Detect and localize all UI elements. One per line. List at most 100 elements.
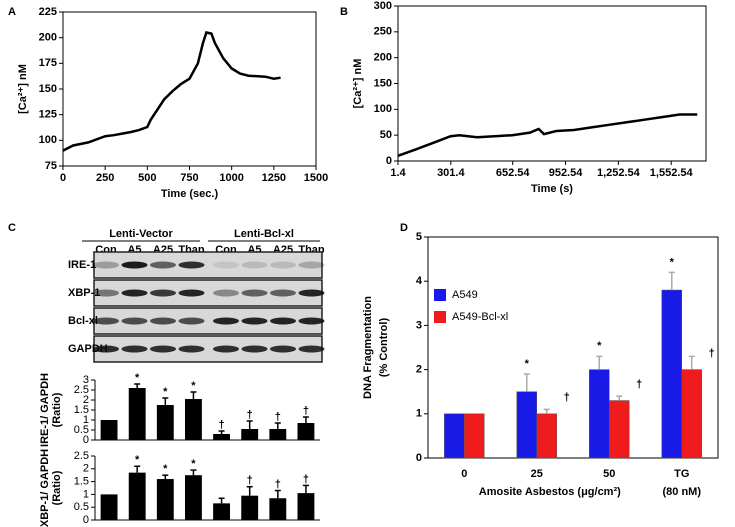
x-axis-label: Time (sec.) bbox=[161, 188, 219, 200]
y-tick-label: 1 bbox=[83, 414, 89, 426]
blot-band bbox=[121, 345, 148, 353]
bar bbox=[297, 423, 315, 440]
y-axis-label: IRE-1/ GAPDH bbox=[39, 373, 51, 447]
legend-swatch bbox=[434, 311, 446, 323]
bar bbox=[464, 413, 485, 459]
blot-band bbox=[270, 261, 296, 269]
bar bbox=[444, 413, 465, 459]
blot-band bbox=[150, 317, 176, 325]
bar bbox=[100, 494, 118, 520]
x-tick-label: 1,552.54 bbox=[650, 167, 694, 179]
blot-group-label: Lenti-Bcl-xl bbox=[234, 228, 294, 240]
y-tick-label: 150 bbox=[39, 83, 57, 95]
blot-band bbox=[270, 289, 296, 297]
y-axis-label: (Ratio) bbox=[51, 470, 63, 505]
y-tick-label: 0 bbox=[386, 155, 392, 167]
bar bbox=[269, 429, 287, 440]
x-axis-label: Time (s) bbox=[531, 183, 573, 195]
x-tick-label: 301.4 bbox=[437, 167, 465, 179]
x-tick-label: 250 bbox=[96, 172, 114, 184]
data-line bbox=[62, 31, 281, 152]
y-axis-label: DNA Fragmentation bbox=[362, 296, 374, 399]
significance-marker: * bbox=[163, 463, 168, 475]
y-tick-label: 5 bbox=[416, 231, 422, 243]
blot-band bbox=[178, 289, 205, 297]
legend-label: A549-Bcl-xl bbox=[452, 311, 508, 323]
significance-marker: † bbox=[636, 378, 642, 390]
x-tick-label: 25 bbox=[531, 468, 543, 480]
y-tick-label: 1.5 bbox=[74, 476, 89, 488]
y-tick-label: 2 bbox=[83, 463, 89, 475]
blot-band bbox=[150, 345, 176, 353]
y-axis-label: XBP-1/ GAPDH bbox=[39, 449, 51, 527]
blot-band bbox=[241, 261, 268, 269]
x-annotation: (80 nM) bbox=[663, 486, 702, 498]
legend-label: A549 bbox=[452, 289, 478, 301]
blot-band bbox=[241, 317, 268, 325]
blot-band bbox=[241, 345, 268, 353]
blot-band bbox=[121, 317, 148, 325]
x-tick-label: 50 bbox=[603, 468, 615, 480]
bar bbox=[100, 420, 118, 440]
y-tick-label: 200 bbox=[39, 32, 57, 44]
bar bbox=[185, 475, 202, 520]
y-axis-label: [Ca²⁺] nM bbox=[352, 59, 364, 109]
blot-band bbox=[298, 317, 325, 325]
blot-band bbox=[93, 261, 119, 269]
y-tick-label: 100 bbox=[39, 134, 57, 146]
blot-band bbox=[150, 261, 176, 269]
y-tick-label: 3 bbox=[83, 374, 89, 386]
significance-marker: † bbox=[303, 473, 309, 485]
bar bbox=[516, 391, 537, 459]
x-tick-label: TG bbox=[674, 468, 689, 480]
significance-marker: † bbox=[564, 392, 570, 404]
blot-band bbox=[298, 289, 325, 297]
significance-marker: * bbox=[525, 358, 530, 370]
blot-band bbox=[93, 317, 119, 325]
panel-label: A bbox=[8, 6, 16, 18]
significance-marker: † bbox=[219, 419, 225, 431]
data-line bbox=[397, 113, 698, 157]
y-tick-label: 200 bbox=[374, 52, 392, 64]
bar bbox=[661, 289, 682, 459]
y-tick-label: 0 bbox=[83, 514, 89, 526]
significance-marker: † bbox=[275, 411, 281, 423]
significance-marker: * bbox=[135, 454, 140, 466]
y-tick-label: 100 bbox=[374, 103, 392, 115]
blot-band bbox=[213, 289, 239, 297]
blot-row-label: IRE-1 bbox=[68, 259, 96, 271]
x-tick-label: 1.4 bbox=[390, 167, 406, 179]
y-axis-label: (% Control) bbox=[378, 318, 390, 378]
x-tick-label: 952.54 bbox=[549, 167, 584, 179]
x-tick-label: 500 bbox=[138, 172, 156, 184]
legend-swatch bbox=[434, 289, 446, 301]
blot-row-label: XBP-1 bbox=[68, 287, 100, 299]
blot-band bbox=[270, 317, 296, 325]
blot-band bbox=[93, 289, 119, 297]
y-tick-label: 0 bbox=[83, 434, 89, 446]
x-tick-label: 0 bbox=[461, 468, 467, 480]
panel-label: C bbox=[8, 222, 16, 234]
y-tick-label: 2.5 bbox=[74, 450, 89, 462]
y-tick-label: 150 bbox=[374, 77, 392, 89]
x-tick-label: 1000 bbox=[219, 172, 243, 184]
significance-marker: † bbox=[303, 405, 309, 417]
blot-band bbox=[150, 289, 176, 297]
x-axis-label: Amosite Asbestos (μg/cm²) bbox=[479, 486, 621, 498]
y-tick-label: 1 bbox=[83, 488, 89, 500]
significance-marker: * bbox=[597, 340, 602, 352]
x-tick-label: 652.54 bbox=[496, 167, 531, 179]
blot-band bbox=[121, 289, 148, 297]
y-tick-label: 2.5 bbox=[74, 384, 89, 396]
significance-marker: † bbox=[709, 348, 715, 360]
plot-frame bbox=[427, 236, 719, 459]
bar bbox=[297, 493, 315, 520]
blot-band bbox=[298, 261, 325, 269]
y-tick-label: 4 bbox=[416, 275, 423, 287]
y-tick-label: 125 bbox=[39, 109, 57, 121]
y-tick-label: 1.5 bbox=[74, 404, 89, 416]
y-tick-label: 250 bbox=[374, 26, 392, 38]
bar bbox=[128, 388, 146, 440]
y-tick-label: 50 bbox=[380, 129, 392, 141]
